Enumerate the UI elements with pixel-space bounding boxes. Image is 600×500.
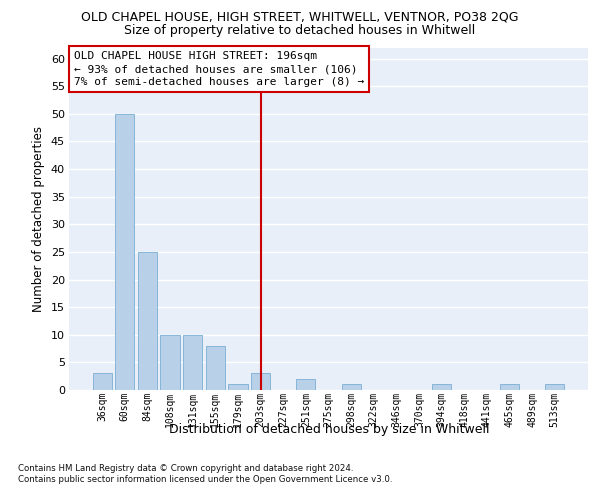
- Bar: [206, 346, 225, 390]
- Text: Distribution of detached houses by size in Whitwell: Distribution of detached houses by size …: [169, 422, 489, 436]
- Bar: [545, 384, 565, 390]
- Bar: [229, 384, 248, 390]
- Bar: [115, 114, 134, 390]
- Text: Contains HM Land Registry data © Crown copyright and database right 2024.: Contains HM Land Registry data © Crown c…: [18, 464, 353, 473]
- Text: Contains public sector information licensed under the Open Government Licence v3: Contains public sector information licen…: [18, 475, 392, 484]
- Bar: [138, 252, 157, 390]
- Text: Size of property relative to detached houses in Whitwell: Size of property relative to detached ho…: [124, 24, 476, 37]
- Bar: [92, 374, 112, 390]
- Bar: [160, 335, 180, 390]
- Bar: [341, 384, 361, 390]
- Bar: [432, 384, 451, 390]
- Text: OLD CHAPEL HOUSE HIGH STREET: 196sqm
← 93% of detached houses are smaller (106)
: OLD CHAPEL HOUSE HIGH STREET: 196sqm ← 9…: [74, 51, 364, 88]
- Bar: [183, 335, 202, 390]
- Bar: [251, 374, 270, 390]
- Bar: [500, 384, 519, 390]
- Text: OLD CHAPEL HOUSE, HIGH STREET, WHITWELL, VENTNOR, PO38 2QG: OLD CHAPEL HOUSE, HIGH STREET, WHITWELL,…: [81, 11, 519, 24]
- Y-axis label: Number of detached properties: Number of detached properties: [32, 126, 45, 312]
- Bar: [296, 379, 316, 390]
